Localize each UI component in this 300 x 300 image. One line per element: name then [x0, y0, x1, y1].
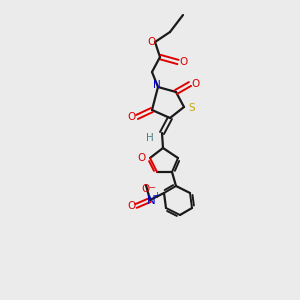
- Text: O: O: [142, 184, 150, 194]
- Text: N: N: [153, 80, 161, 90]
- Text: O: O: [138, 153, 146, 163]
- Text: S: S: [189, 103, 195, 113]
- Text: O: O: [127, 201, 135, 211]
- Text: H: H: [146, 133, 154, 143]
- Text: O: O: [148, 37, 156, 47]
- Text: N: N: [147, 194, 155, 206]
- Text: O: O: [128, 112, 136, 122]
- Text: +: +: [154, 190, 160, 200]
- Text: −: −: [148, 184, 155, 193]
- Text: O: O: [191, 79, 199, 89]
- Text: O: O: [179, 57, 187, 67]
